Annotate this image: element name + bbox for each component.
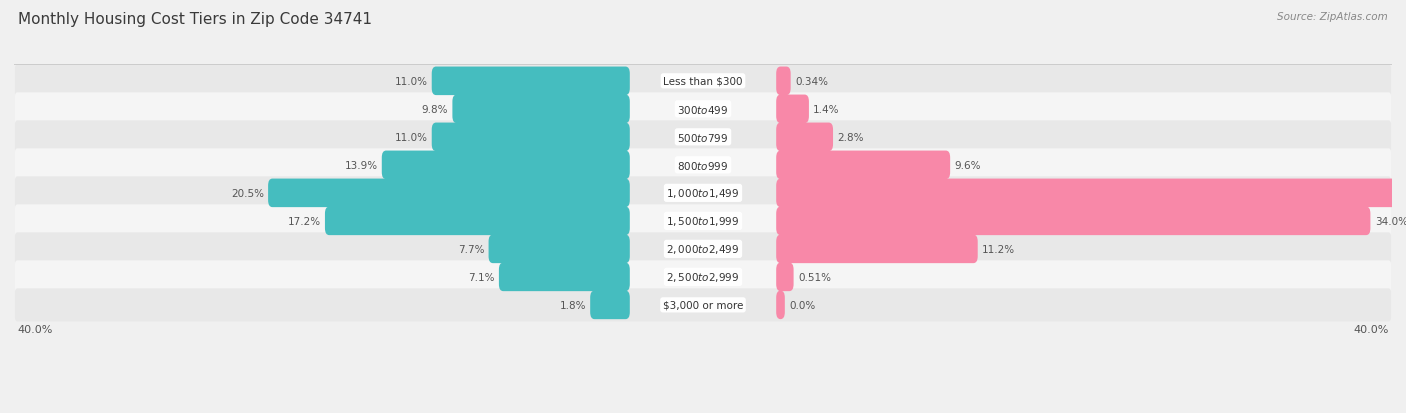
Text: 7.1%: 7.1% bbox=[468, 272, 495, 282]
Text: 11.0%: 11.0% bbox=[395, 133, 427, 142]
Text: 0.0%: 0.0% bbox=[789, 300, 815, 310]
Text: 34.0%: 34.0% bbox=[1375, 216, 1406, 226]
FancyBboxPatch shape bbox=[382, 151, 630, 180]
FancyBboxPatch shape bbox=[776, 291, 785, 319]
Text: 40.0%: 40.0% bbox=[1353, 324, 1389, 334]
Text: 1.4%: 1.4% bbox=[813, 104, 839, 114]
Text: 17.2%: 17.2% bbox=[287, 216, 321, 226]
Text: Less than $300: Less than $300 bbox=[664, 77, 742, 87]
FancyBboxPatch shape bbox=[15, 289, 1391, 322]
FancyBboxPatch shape bbox=[15, 93, 1391, 126]
FancyBboxPatch shape bbox=[15, 205, 1391, 238]
Text: 2.8%: 2.8% bbox=[838, 133, 863, 142]
FancyBboxPatch shape bbox=[776, 151, 950, 180]
Text: $500 to $799: $500 to $799 bbox=[678, 131, 728, 143]
FancyBboxPatch shape bbox=[776, 179, 1406, 208]
Text: 11.0%: 11.0% bbox=[395, 77, 427, 87]
FancyBboxPatch shape bbox=[776, 263, 793, 292]
Text: 11.2%: 11.2% bbox=[981, 244, 1015, 254]
Text: Monthly Housing Cost Tiers in Zip Code 34741: Monthly Housing Cost Tiers in Zip Code 3… bbox=[18, 12, 373, 27]
FancyBboxPatch shape bbox=[269, 179, 630, 208]
Text: Source: ZipAtlas.com: Source: ZipAtlas.com bbox=[1277, 12, 1388, 22]
FancyBboxPatch shape bbox=[15, 177, 1391, 210]
FancyBboxPatch shape bbox=[776, 235, 977, 263]
Text: 9.6%: 9.6% bbox=[955, 161, 981, 171]
FancyBboxPatch shape bbox=[432, 67, 630, 96]
FancyBboxPatch shape bbox=[432, 123, 630, 152]
Text: $1,000 to $1,499: $1,000 to $1,499 bbox=[666, 187, 740, 200]
FancyBboxPatch shape bbox=[488, 235, 630, 263]
FancyBboxPatch shape bbox=[453, 95, 630, 124]
Text: $800 to $999: $800 to $999 bbox=[678, 159, 728, 171]
Text: $3,000 or more: $3,000 or more bbox=[662, 300, 744, 310]
Text: 20.5%: 20.5% bbox=[231, 188, 264, 198]
Text: 13.9%: 13.9% bbox=[344, 161, 377, 171]
FancyBboxPatch shape bbox=[15, 65, 1391, 98]
FancyBboxPatch shape bbox=[15, 121, 1391, 154]
Text: 1.8%: 1.8% bbox=[560, 300, 586, 310]
Text: 40.0%: 40.0% bbox=[17, 324, 53, 334]
FancyBboxPatch shape bbox=[499, 263, 630, 292]
FancyBboxPatch shape bbox=[325, 207, 630, 235]
FancyBboxPatch shape bbox=[15, 261, 1391, 294]
FancyBboxPatch shape bbox=[776, 207, 1371, 235]
Text: 0.51%: 0.51% bbox=[797, 272, 831, 282]
Text: $2,500 to $2,999: $2,500 to $2,999 bbox=[666, 271, 740, 284]
Text: 7.7%: 7.7% bbox=[458, 244, 484, 254]
FancyBboxPatch shape bbox=[15, 149, 1391, 182]
FancyBboxPatch shape bbox=[591, 291, 630, 319]
FancyBboxPatch shape bbox=[776, 95, 808, 124]
Text: 0.34%: 0.34% bbox=[794, 77, 828, 87]
Text: $2,000 to $2,499: $2,000 to $2,499 bbox=[666, 243, 740, 256]
FancyBboxPatch shape bbox=[776, 123, 832, 152]
FancyBboxPatch shape bbox=[15, 233, 1391, 266]
Text: $300 to $499: $300 to $499 bbox=[678, 104, 728, 116]
FancyBboxPatch shape bbox=[776, 67, 790, 96]
Text: $1,500 to $1,999: $1,500 to $1,999 bbox=[666, 215, 740, 228]
Text: 9.8%: 9.8% bbox=[422, 104, 449, 114]
